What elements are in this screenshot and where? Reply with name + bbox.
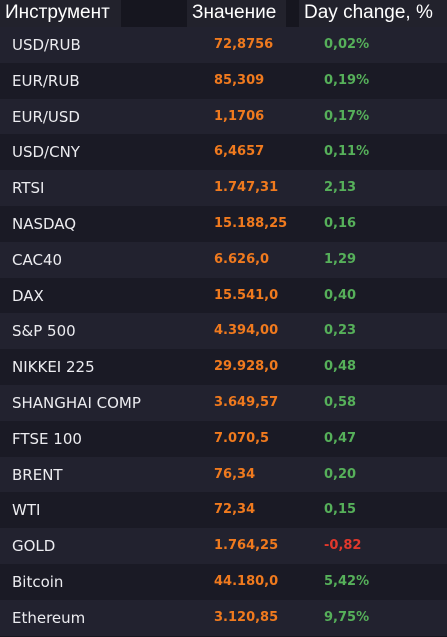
instrument-name: BRENT (12, 465, 63, 484)
table-row: Bitcoin 44.180,0 5,42% (0, 563, 447, 600)
instrument-name: EUR/RUB (12, 71, 80, 90)
column-header-value: Значение (187, 0, 286, 27)
table-row: WTI 72,34 0,15 (0, 492, 447, 529)
instrument-name: WTI (12, 501, 41, 520)
day-change-value: 0,11% (324, 144, 370, 160)
table-row: NASDAQ 15.188,25 0,16 (0, 205, 447, 242)
day-change-value: 0,47 (324, 430, 357, 446)
day-change-value: 5,42% (324, 573, 370, 589)
quotes-table-body: USD/RUB 72,8756 0,02% EUR/RUB 85,309 0,19% EUR… (0, 27, 447, 636)
table-row: CAC40 6.626,0 1,29 (0, 241, 447, 278)
day-change-value: 0,58 (324, 394, 357, 410)
day-change-value: 0,15 (324, 502, 357, 518)
table-row: RTSI 1.747,31 2,13 (0, 170, 447, 206)
instrument-value: 44.180,0 (214, 573, 279, 589)
table-row: USD/CNY 6,4657 0,11% (0, 134, 447, 171)
instrument-value: 3.649,57 (214, 394, 279, 410)
instrument-name: CAC40 (12, 250, 63, 269)
instrument-name: NIKKEI 225 (12, 358, 95, 377)
instrument-value: 1.747,31 (214, 180, 279, 196)
instrument-name: S&P 500 (12, 322, 76, 341)
table-row: GOLD 1.764,25 -0,82 (0, 528, 447, 564)
instrument-name: NASDAQ (12, 214, 77, 233)
instrument-value: 3.120,85 (214, 609, 279, 625)
instrument-name: GOLD (12, 537, 56, 556)
instrument-value: 29.928,0 (214, 359, 279, 375)
day-change-value: 0,48 (324, 359, 357, 375)
instrument-name: FTSE 100 (12, 429, 82, 448)
day-change-value: 0,02% (324, 37, 370, 52)
instrument-value: 1,1706 (214, 108, 265, 124)
instrument-value: 1.764,25 (214, 538, 279, 554)
table-row: DAX 15.541,0 0,40 (0, 277, 447, 314)
table-row: SHANGHAI COMP 3.649,57 0,58 (0, 384, 447, 421)
day-change-value: 9,75% (324, 609, 370, 625)
day-change-value: 0,20 (324, 466, 357, 482)
instrument-name: DAX (12, 286, 44, 305)
instrument-name: RTSI (12, 179, 45, 198)
instrument-value: 6,4657 (214, 144, 265, 160)
instrument-value: 72,8756 (214, 37, 274, 52)
day-change-value: 2,13 (324, 180, 357, 196)
instrument-name: SHANGHAI COMP (12, 393, 141, 412)
instrument-value: 7.070,5 (214, 430, 270, 446)
column-header-instrument: Инструмент (0, 0, 121, 27)
day-change-value: 0,23 (324, 323, 357, 339)
instrument-value: 76,34 (214, 466, 256, 482)
instrument-value: 15.188,25 (214, 215, 288, 231)
table-header: Инструмент Значение Day change, % (0, 0, 447, 27)
table-row: NIKKEI 225 29.928,0 0,48 (0, 349, 447, 385)
instrument-name: USD/RUB (12, 36, 81, 54)
instrument-name: EUR/USD (12, 107, 80, 126)
day-change-value: 0,40 (324, 287, 357, 303)
instrument-value: 15.541,0 (214, 287, 279, 303)
table-row: USD/RUB 72,8756 0,02% (0, 27, 447, 63)
instrument-name: Ethereum (12, 608, 86, 627)
instrument-value: 6.626,0 (214, 251, 270, 267)
column-header-day-change: Day change, % (299, 0, 447, 27)
instrument-value: 4.394,00 (214, 323, 279, 339)
table-row: S&P 500 4.394,00 0,23 (0, 313, 447, 350)
day-change-value: 0,16 (324, 215, 357, 231)
day-change-value: -0,82 (324, 538, 362, 554)
instrument-name: Bitcoin (12, 572, 64, 591)
instrument-name: USD/CNY (12, 143, 80, 162)
table-row: FTSE 100 7.070,5 0,47 (0, 420, 447, 457)
table-row: EUR/RUB 85,309 0,19% (0, 62, 447, 99)
instrument-value: 72,34 (214, 502, 256, 518)
day-change-value: 1,29 (324, 251, 357, 267)
table-row: EUR/USD 1,1706 0,17% (0, 98, 447, 135)
day-change-value: 0,19% (324, 72, 370, 88)
instrument-value: 85,309 (214, 72, 265, 88)
table-row: BRENT 76,34 0,20 (0, 456, 447, 493)
table-row: Ethereum 3.120,85 9,75% (0, 599, 447, 636)
day-change-value: 0,17% (324, 108, 370, 124)
